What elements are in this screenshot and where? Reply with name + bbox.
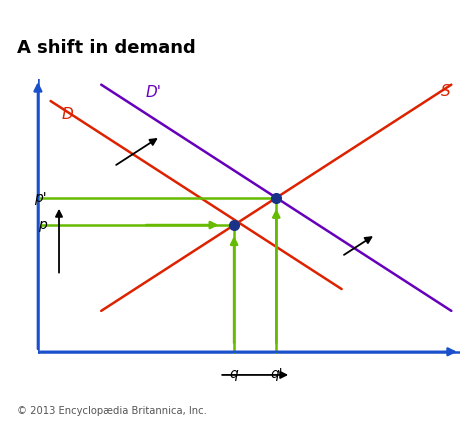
Text: © 2013 Encyclopædia Britannica, Inc.: © 2013 Encyclopædia Britannica, Inc. bbox=[17, 406, 207, 416]
Text: p': p' bbox=[34, 191, 46, 205]
Text: q': q' bbox=[270, 367, 283, 381]
Text: A shift in demand: A shift in demand bbox=[17, 40, 196, 57]
Text: D: D bbox=[61, 107, 73, 122]
Text: D': D' bbox=[146, 85, 162, 100]
Text: q: q bbox=[230, 367, 238, 381]
Text: S: S bbox=[441, 84, 450, 99]
Text: p: p bbox=[37, 218, 46, 232]
